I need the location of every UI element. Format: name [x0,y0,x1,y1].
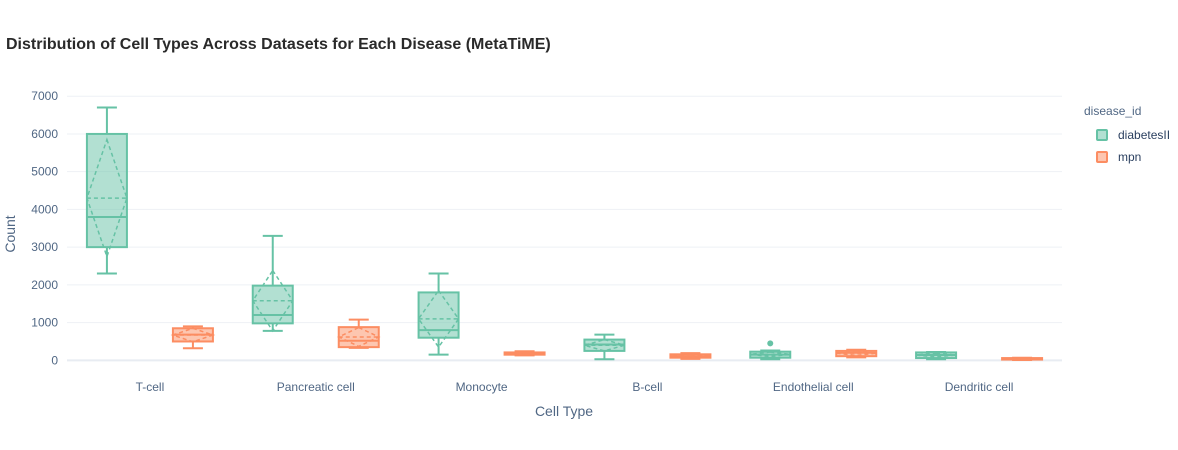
legend-label: diabetesII [1118,128,1171,142]
sd-diamond [670,353,711,359]
y-tick-label: 7000 [31,89,58,103]
grid-layer [67,95,1062,362]
box-diabetesII-dendritic-cell [915,351,958,361]
box-mpn-pancreatic-cell [336,318,381,349]
box-diabetesII-pancreatic-cell [251,234,294,333]
box-diabetesII-endothelial-cell [749,340,792,361]
legend-title: disease_id [1084,104,1142,118]
box-mpn-b-cell [669,352,712,360]
x-tick-label: Pancreatic cell [277,380,355,394]
sd-diamond [86,137,128,259]
x-tick-label: Endothelial cell [773,380,854,394]
sd-diamond [916,352,957,358]
box-diabetesII-b-cell [581,333,628,361]
y-axis-title: Count [2,215,18,252]
box-diabetesII-monocyte [417,272,460,356]
sd-diamond [504,351,545,356]
y-tick-label: 1000 [31,316,58,330]
box-mpn-monocyte [503,350,546,357]
x-tick-label: Monocyte [456,380,508,394]
y-axis-ticks: 0 1000 2000 3000 4000 5000 6000 7000 [31,89,58,367]
y-tick-label: 4000 [31,202,58,216]
box-body [337,326,380,349]
box-mpn-t-cell [170,325,216,350]
sd-diamond [170,327,216,343]
sd-diamond [417,289,460,349]
x-tick-label: B-cell [632,380,662,394]
box-mpn-endothelial-cell [835,348,878,359]
x-tick-label: T-cell [136,380,165,394]
outlier-point [767,340,774,347]
box-diabetesII-t-cell [85,106,128,275]
box-body [85,132,128,249]
y-tick-label: 0 [51,353,58,367]
legend-item-diabetesII[interactable]: diabetesII [1096,124,1170,146]
legend-swatch-diabetesII [1096,129,1108,141]
box-layer [85,106,1044,361]
y-tick-label: 5000 [31,165,58,179]
y-tick-label: 6000 [31,127,58,141]
legend-item-mpn[interactable]: mpn [1096,146,1170,168]
legend-label: mpn [1118,150,1142,164]
sd-diamond [336,326,381,348]
sd-diamond [251,269,294,333]
y-tick-label: 3000 [31,240,58,254]
legend: disease_id diabetesII mpn [1084,104,1170,168]
y-tick-label: 2000 [31,278,58,292]
x-axis-title: Cell Type [535,403,593,419]
x-axis-ticks: T-cell Pancreatic cell Monocyte B-cell Endot… [136,380,1014,394]
chart-title: Distribution of Cell Types Across Datase… [6,36,551,53]
sd-diamond [1002,357,1043,361]
x-tick-label: Dendritic cell [945,380,1014,394]
legend-swatch-mpn [1096,151,1108,163]
box-mpn-dendritic-cell [1001,356,1044,361]
